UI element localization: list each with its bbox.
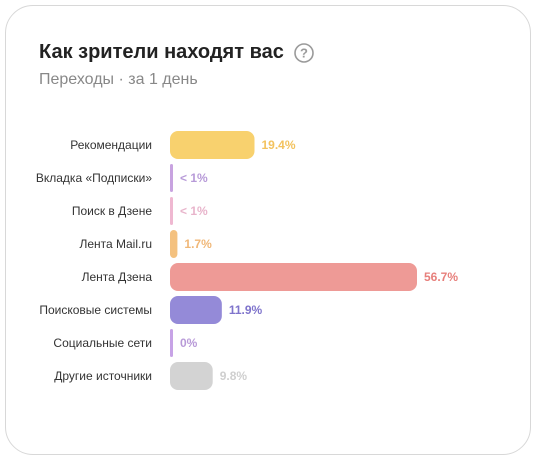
category-label: Рекомендации <box>70 138 152 152</box>
value-label: 11.9% <box>229 303 263 317</box>
category-label: Лента Дзена <box>82 270 153 284</box>
bar[interactable] <box>170 164 173 192</box>
bar[interactable] <box>170 131 255 159</box>
bar[interactable] <box>170 296 222 324</box>
bar[interactable] <box>170 230 178 258</box>
card-header: Как зрители находят вас ? <box>39 41 314 64</box>
bar[interactable] <box>170 362 213 390</box>
value-label: 0% <box>180 336 198 350</box>
category-label: Поисковые системы <box>39 303 152 317</box>
card-title: Как зрители находят вас <box>39 41 284 63</box>
category-label: Лента Mail.ru <box>79 237 152 251</box>
svg-text:?: ? <box>300 45 308 60</box>
traffic-sources-card: Как зрители находят вас ? Переходы · за … <box>5 5 531 455</box>
category-label: Другие источники <box>54 369 152 383</box>
value-label: 1.7% <box>184 237 212 251</box>
value-label: < 1% <box>180 204 208 218</box>
bar[interactable] <box>170 197 173 225</box>
bar[interactable] <box>170 263 417 291</box>
value-label: 56.7% <box>424 270 458 284</box>
category-label: Поиск в Дзене <box>72 204 152 218</box>
category-label: Социальные сети <box>53 336 152 350</box>
card-subtitle: Переходы · за 1 день <box>39 71 198 88</box>
value-label: 9.8% <box>220 369 248 383</box>
bar[interactable] <box>170 329 173 357</box>
value-label: 19.4% <box>262 138 296 152</box>
question-circle-icon[interactable]: ? <box>294 42 314 63</box>
value-label: < 1% <box>180 171 208 185</box>
category-label: Вкладка «Подписки» <box>36 171 152 185</box>
